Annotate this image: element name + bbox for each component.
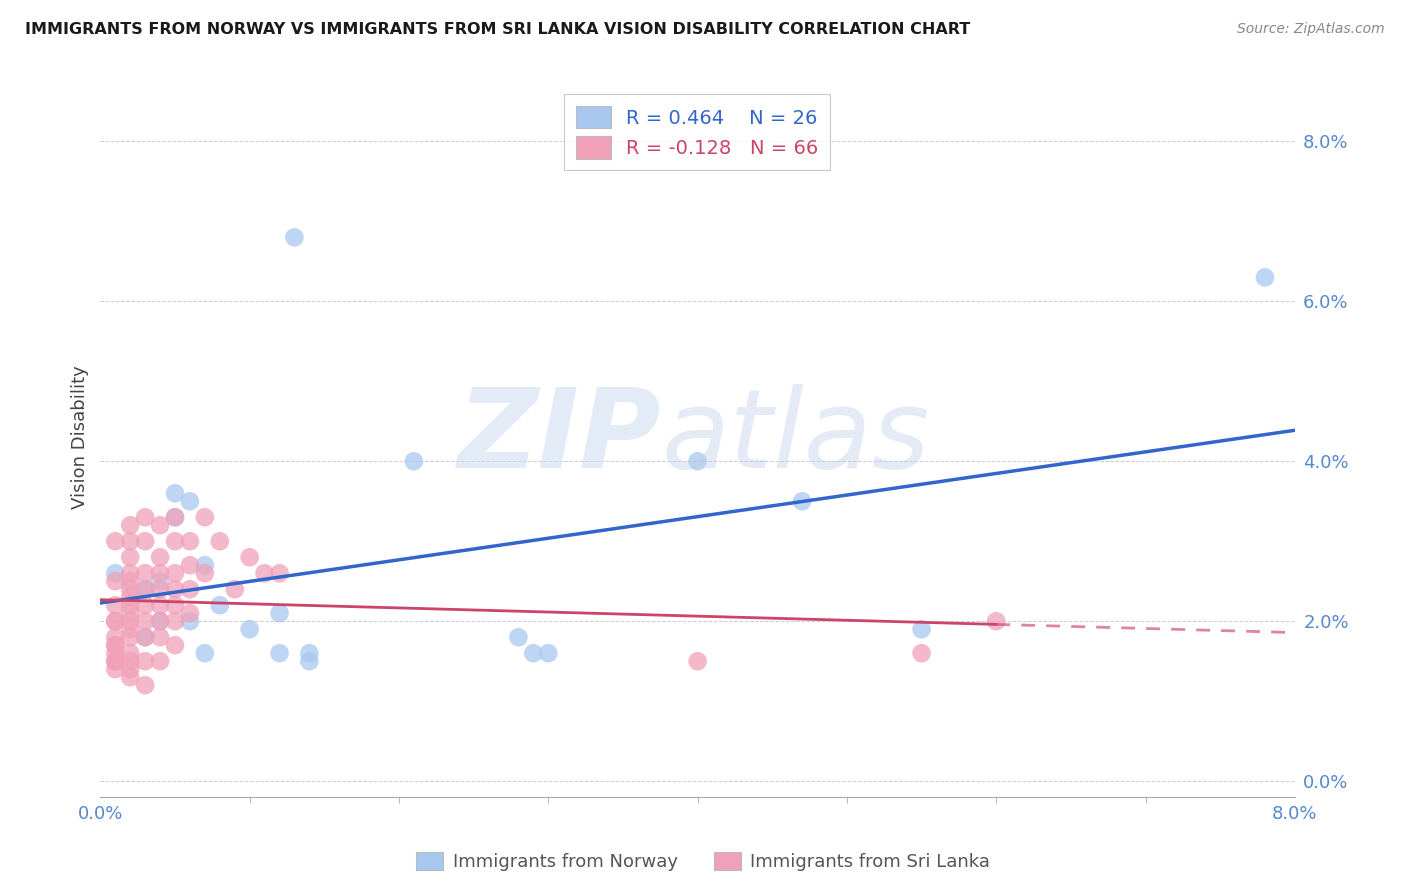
Point [163, 614, 186, 628]
Point [149, 630, 172, 644]
Point [104, 574, 127, 589]
Text: Source: ZipAtlas.com: Source: ZipAtlas.com [1237, 22, 1385, 37]
Point [134, 678, 156, 692]
Point [149, 582, 172, 597]
Point [134, 614, 156, 628]
Point [163, 534, 186, 549]
Point [149, 574, 172, 589]
Text: atlas: atlas [662, 384, 931, 491]
Point [298, 654, 321, 668]
Legend: Immigrants from Norway, Immigrants from Sri Lanka: Immigrants from Norway, Immigrants from … [409, 845, 997, 879]
Text: ZIP: ZIP [458, 384, 662, 491]
Point [134, 582, 156, 597]
Point [149, 614, 172, 628]
Point [239, 622, 262, 636]
Point [298, 646, 321, 660]
Point [149, 550, 172, 565]
Point [163, 599, 186, 613]
Point [149, 566, 172, 581]
Point [194, 510, 217, 524]
Y-axis label: Vision Disability: Vision Disability [72, 366, 89, 509]
Point [134, 534, 156, 549]
Point [104, 599, 127, 613]
Point [179, 582, 201, 597]
Point [120, 518, 142, 533]
Point [163, 510, 186, 524]
Point [120, 591, 142, 605]
Point [179, 494, 201, 508]
Point [104, 566, 127, 581]
Point [104, 630, 127, 644]
Point [163, 486, 186, 500]
Point [239, 550, 262, 565]
Point [686, 454, 709, 468]
Point [120, 622, 142, 636]
Point [134, 510, 156, 524]
Point [402, 454, 425, 468]
Point [208, 599, 231, 613]
Point [120, 662, 142, 676]
Point [194, 558, 217, 573]
Point [104, 614, 127, 628]
Point [179, 558, 201, 573]
Point [104, 638, 127, 652]
Point [120, 599, 142, 613]
Point [120, 630, 142, 644]
Point [224, 582, 246, 597]
Point [134, 630, 156, 644]
Point [522, 646, 544, 660]
Point [194, 566, 217, 581]
Point [134, 630, 156, 644]
Point [149, 599, 172, 613]
Point [163, 566, 186, 581]
Point [269, 646, 291, 660]
Point [134, 599, 156, 613]
Point [149, 654, 172, 668]
Point [120, 670, 142, 684]
Point [120, 574, 142, 589]
Point [283, 230, 305, 244]
Legend: R = 0.464    N = 26, R = -0.128   N = 66: R = 0.464 N = 26, R = -0.128 N = 66 [564, 95, 830, 170]
Point [120, 534, 142, 549]
Point [134, 654, 156, 668]
Point [910, 646, 932, 660]
Point [120, 566, 142, 581]
Point [537, 646, 560, 660]
Point [134, 566, 156, 581]
Point [910, 622, 932, 636]
Point [208, 534, 231, 549]
Text: IMMIGRANTS FROM NORWAY VS IMMIGRANTS FROM SRI LANKA VISION DISABILITY CORRELATIO: IMMIGRANTS FROM NORWAY VS IMMIGRANTS FRO… [25, 22, 970, 37]
Point [120, 646, 142, 660]
Point [686, 654, 709, 668]
Point [269, 606, 291, 620]
Point [1254, 270, 1277, 285]
Point [134, 582, 156, 597]
Point [149, 518, 172, 533]
Point [120, 614, 142, 628]
Point [104, 534, 127, 549]
Point [104, 638, 127, 652]
Point [179, 614, 201, 628]
Point [104, 662, 127, 676]
Point [163, 582, 186, 597]
Point [104, 614, 127, 628]
Point [120, 654, 142, 668]
Point [269, 566, 291, 581]
Point [163, 638, 186, 652]
Point [104, 646, 127, 660]
Point [986, 614, 1008, 628]
Point [163, 510, 186, 524]
Point [120, 582, 142, 597]
Point [104, 654, 127, 668]
Point [194, 646, 217, 660]
Point [149, 614, 172, 628]
Point [120, 606, 142, 620]
Point [179, 606, 201, 620]
Point [253, 566, 276, 581]
Point [508, 630, 530, 644]
Point [120, 550, 142, 565]
Point [179, 534, 201, 549]
Point [792, 494, 814, 508]
Point [104, 654, 127, 668]
